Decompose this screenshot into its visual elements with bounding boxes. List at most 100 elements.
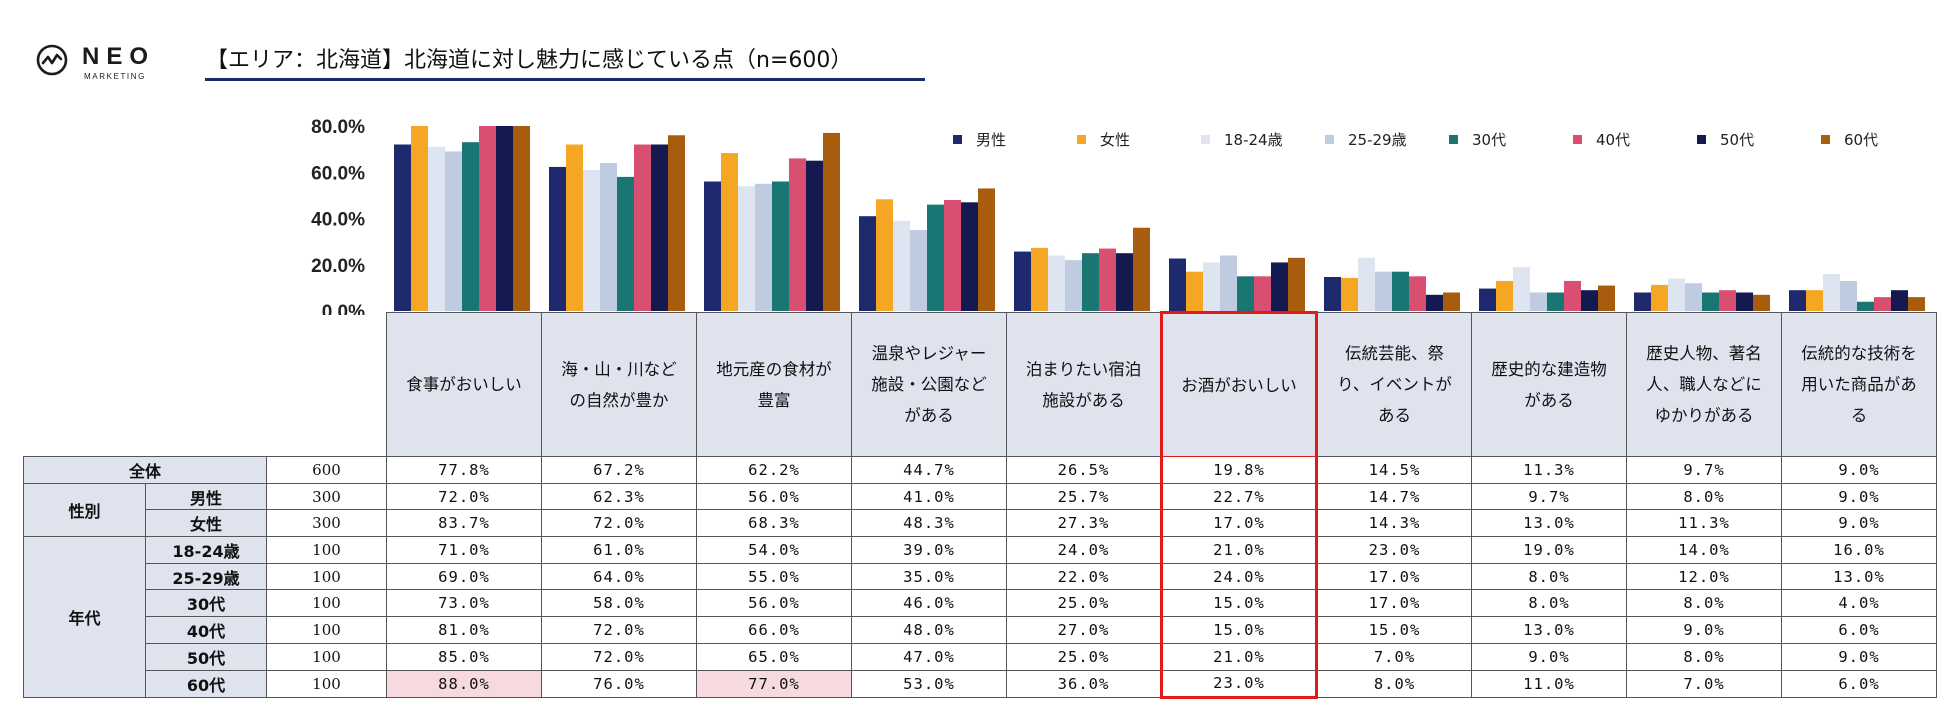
value-cell: 8.0% [1316,669,1472,699]
value-cell: 25.0% [1006,589,1162,618]
legend-swatch [1573,135,1582,144]
value-cell: 46.0% [851,589,1007,618]
bar-series-group [394,126,1925,311]
legend-swatch [1449,135,1458,144]
bar [755,183,772,311]
bar [1547,292,1564,311]
bar [1702,292,1719,311]
bar [1634,292,1651,311]
column-header: 伝統的な技術を 用いた商品がある [1781,312,1937,457]
table-row: 25-29歳 100 69.0% 64.0% 55.0% 35.0% 22.0% 24.0% 1… [24,562,1937,591]
value-cell: 24.0% [1006,536,1162,564]
column-header: 地元産の食材が 豊富 [696,312,852,457]
value-cell: 85.0% [386,642,542,671]
sample-size-cell: 100 [266,562,387,591]
bar [600,163,617,311]
bar [789,158,806,311]
value-cell: 16.0% [1781,536,1937,564]
logo-subtitle: MARKETING [84,72,146,81]
value-cell: 27.0% [1006,616,1162,644]
legend-swatch [1821,135,1830,144]
bar [1186,271,1203,311]
bar [1169,258,1186,311]
bar [1668,278,1685,311]
bar [566,144,583,311]
bar [893,220,910,311]
value-cell: 48.3% [851,509,1007,538]
value-cell: 13.0% [1471,509,1627,538]
value-cell: 88.0% [386,669,542,699]
bar [668,135,685,311]
group-label-gender: 性別 [23,482,146,538]
group-label-age: 年代 [23,536,146,699]
bar [1513,267,1530,311]
bar [1133,227,1150,311]
y-tick-label: 60.0% [311,163,365,184]
bar [651,144,668,311]
sample-size-cell: 300 [266,509,387,538]
bar [1874,297,1891,311]
bar [738,186,755,311]
value-cell: 6.0% [1781,669,1937,699]
value-cell: 15.0% [1316,616,1472,644]
value-cell: 71.0% [386,536,542,564]
value-cell: 69.0% [386,562,542,591]
bar [1891,290,1908,311]
value-cell: 76.0% [541,669,697,699]
legend-label: 25-29歳 [1348,131,1407,149]
value-cell: 11.3% [1471,456,1627,484]
value-cell: 77.0% [696,669,852,699]
bar [1048,255,1065,311]
bar [1082,253,1099,311]
bar [1564,280,1581,311]
title-underline [205,78,925,81]
bar [1530,292,1547,311]
value-cell: 83.7% [386,509,542,538]
value-cell: 7.0% [1316,642,1472,671]
bar [1324,277,1341,311]
bar [1598,285,1615,311]
chart-legend: 男性 女性 18-24歳 25-29歳 30代 40代 50代 60代 [953,131,1878,149]
bar [583,169,600,311]
bar [1496,280,1513,311]
value-cell: 72.0% [541,509,697,538]
row-label: 30代 [145,589,267,618]
bar [704,181,721,311]
sample-size-cell: 100 [266,536,387,564]
sample-size-cell: 100 [266,589,387,618]
table-row: 性別 男性 300 72.0% 62.3% 56.0% 41.0% 25.7% 22.7% 14.… [23,482,1937,538]
value-cell: 9.7% [1471,482,1627,511]
bar [634,144,651,311]
value-cell: 8.0% [1626,589,1782,618]
sample-size-cell: 100 [266,642,387,671]
column-header: 泊まりたい宿泊 施設がある [1006,312,1162,457]
legend-label: 40代 [1596,131,1630,149]
value-cell: 66.0% [696,616,852,644]
value-cell: 56.0% [696,589,852,618]
value-cell: 4.0% [1781,589,1937,618]
legend-label: 女性 [1100,131,1130,149]
bar [1237,276,1254,311]
bar [1840,280,1857,311]
y-axis: 0.0% 20.0% 40.0% 60.0% 80.0% [311,117,365,315]
value-cell: 12.0% [1626,562,1782,591]
bar [1908,297,1925,311]
value-cell: 15.0% [1160,589,1318,618]
bar [1288,257,1305,311]
value-cell: 53.0% [851,669,1007,699]
value-cell: 72.0% [541,616,697,644]
value-cell: 6.0% [1781,616,1937,644]
table-row: 30代 100 73.0% 58.0% 56.0% 46.0% 25.0% 15.0% 17.0… [24,589,1937,618]
bar [1254,276,1271,311]
value-cell: 41.0% [851,482,1007,511]
value-cell: 81.0% [386,616,542,644]
value-cell: 23.0% [1316,536,1472,564]
bar [1203,262,1220,311]
value-cell: 11.0% [1471,669,1627,699]
bar [961,202,978,311]
value-cell: 56.0% [696,482,852,511]
legend-swatch [1077,135,1086,144]
bar [721,153,738,311]
legend-label: 30代 [1472,131,1506,149]
value-cell: 19.8% [1160,456,1318,484]
